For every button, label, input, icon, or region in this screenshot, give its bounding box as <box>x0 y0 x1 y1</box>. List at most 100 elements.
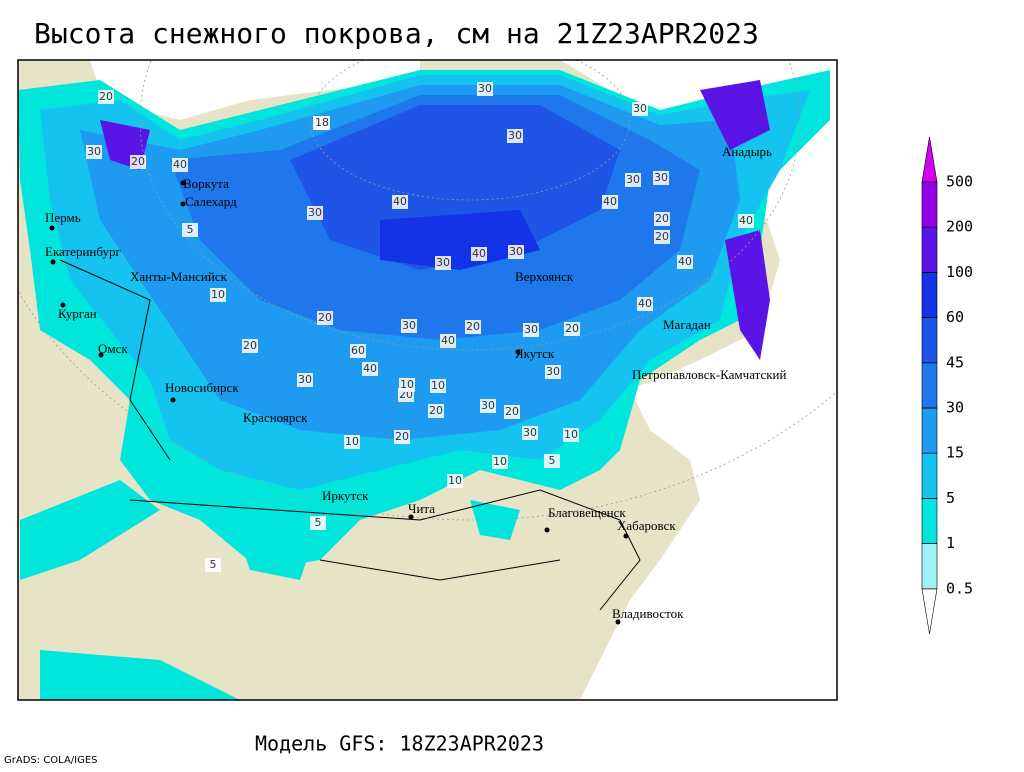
title: Высота снежного покрова, см на 21Z23APR2… <box>34 17 759 50</box>
contour-label: 20 <box>99 90 113 103</box>
contour-label-bg <box>477 82 493 96</box>
contour-label-bg <box>564 322 580 336</box>
city-label: Ханты-Мансийск <box>130 269 228 284</box>
snow-area <box>290 105 620 270</box>
contour-label: 40 <box>173 158 187 171</box>
city-dot <box>49 225 55 231</box>
city-label: Иркутск <box>322 488 369 503</box>
contour-label-bg <box>471 247 487 261</box>
contour-label: 40 <box>603 195 617 208</box>
city-dot <box>615 619 621 625</box>
contour-label: 30 <box>478 82 492 95</box>
colorbar-label: 5 <box>946 489 955 507</box>
colorbar-box <box>921 362 938 409</box>
colorbar-box <box>921 272 938 318</box>
snow-area <box>725 230 770 360</box>
colorbar-box <box>921 543 938 590</box>
contour-label: 40 <box>441 334 455 347</box>
contour-label-bg <box>344 435 360 449</box>
city-dot <box>180 180 186 186</box>
colorbar-arrow <box>921 588 938 635</box>
contour-label: 10 <box>493 455 507 468</box>
contour-label: 20 <box>131 155 145 168</box>
contour-label: 20 <box>466 320 480 333</box>
contour-label: 40 <box>393 195 407 208</box>
city-dot <box>544 527 550 533</box>
contour-label-bg <box>317 311 333 325</box>
contour-label-bg <box>314 116 330 130</box>
contour-label-bg <box>523 323 539 337</box>
contour-label: 60 <box>351 344 365 357</box>
colorbar-box <box>921 226 938 273</box>
contour-label: 30 <box>402 319 416 332</box>
contour-label-bg <box>544 454 560 468</box>
contour-label-bg <box>392 195 408 209</box>
contour-label: 20 <box>655 230 669 243</box>
contour-label: 20 <box>655 212 669 225</box>
contour-label: 30 <box>626 173 640 186</box>
contour-label-bg <box>654 230 670 244</box>
city-label: Верхоянск <box>515 269 574 284</box>
contour-label-bg <box>738 214 754 228</box>
city-label: Новосибирск <box>165 380 239 395</box>
contour-label-bg <box>362 362 378 376</box>
city-label: Омск <box>98 341 128 356</box>
city-dot <box>170 397 176 403</box>
contour-label: 10 <box>345 435 359 448</box>
contour-label: 30 <box>524 323 538 336</box>
contour-label: 30 <box>546 365 560 378</box>
city-label: Воркута <box>183 176 229 191</box>
contour-label-bg <box>545 365 561 379</box>
contour-label: 40 <box>638 297 652 310</box>
contour-label-bg <box>637 297 653 311</box>
colorbar-label: 60 <box>946 308 964 326</box>
city-label: Чита <box>408 501 435 516</box>
snow-area <box>20 480 520 700</box>
contour-label: 20 <box>505 405 519 418</box>
colorbar-label: 45 <box>946 353 964 371</box>
colorbar-box <box>921 498 938 544</box>
city-label: Пермь <box>45 210 81 225</box>
contour-label-bg <box>563 428 579 442</box>
contour-label-bg <box>440 334 456 348</box>
city-label: Благовещенск <box>548 505 626 520</box>
contour-label-bg <box>430 379 446 393</box>
contour-label: 10 <box>564 428 578 441</box>
colorbar-box <box>921 181 938 228</box>
contour-label: 30 <box>508 129 522 142</box>
contour-label: 5 <box>315 516 322 529</box>
contour-label-bg <box>394 430 410 444</box>
contour-label-bg <box>435 256 451 270</box>
contour-label-bg <box>507 129 523 143</box>
contour-label: 30 <box>654 171 668 184</box>
contour-label-bg <box>480 399 496 413</box>
city-label: Петропавловск-Камчатский <box>632 367 787 382</box>
contour-label-bg <box>508 245 524 259</box>
contour-label-bg <box>677 255 693 269</box>
city-dot <box>50 259 56 265</box>
contour-label-bg <box>625 173 641 187</box>
contour-label: 30 <box>308 206 322 219</box>
contour-label-bg <box>172 158 188 172</box>
city-dot <box>60 302 66 308</box>
city-dot <box>515 349 521 355</box>
city-dot <box>180 201 186 207</box>
city-dot <box>408 514 414 520</box>
contour-label: 10 <box>448 474 462 487</box>
snow-area <box>700 80 770 150</box>
contour-label-bg <box>242 339 258 353</box>
contour-label-bg <box>428 404 444 418</box>
contour-label: 20 <box>429 404 443 417</box>
contour-label-bg <box>602 195 618 209</box>
graticule <box>18 60 837 521</box>
city-dot <box>98 352 104 358</box>
city-label: Якутск <box>515 346 555 361</box>
border-line <box>59 259 641 611</box>
contour-label: 40 <box>678 255 692 268</box>
contour-label: 20 <box>565 322 579 335</box>
city-label: Екатеринбург <box>45 244 121 259</box>
city-label: Хабаровск <box>617 518 676 533</box>
colorbar-label: 100 <box>946 263 973 281</box>
contour-label-bg <box>182 223 198 237</box>
